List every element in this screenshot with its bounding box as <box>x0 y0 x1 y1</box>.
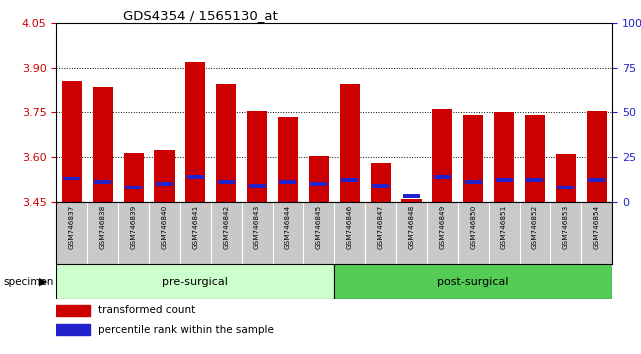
Text: GDS4354 / 1565130_at: GDS4354 / 1565130_at <box>123 9 278 22</box>
Bar <box>156 182 173 186</box>
Bar <box>494 113 514 202</box>
Text: GSM746839: GSM746839 <box>131 205 137 249</box>
Text: transformed count: transformed count <box>98 305 196 315</box>
Bar <box>587 111 607 202</box>
Bar <box>588 178 605 182</box>
Bar <box>372 184 389 188</box>
Bar <box>341 178 358 182</box>
Text: GSM746842: GSM746842 <box>223 205 229 249</box>
Bar <box>185 62 205 202</box>
Text: GSM746851: GSM746851 <box>501 205 507 249</box>
Bar <box>125 185 142 189</box>
Bar <box>218 180 235 184</box>
Text: post-surgical: post-surgical <box>437 277 509 287</box>
Bar <box>557 185 574 189</box>
Bar <box>187 175 204 179</box>
Text: GSM746846: GSM746846 <box>347 205 353 249</box>
Bar <box>278 117 298 202</box>
Bar <box>247 111 267 202</box>
Bar <box>154 150 174 202</box>
Bar <box>403 194 420 198</box>
Bar <box>432 109 453 202</box>
Bar <box>556 154 576 202</box>
Text: GSM746848: GSM746848 <box>408 205 415 249</box>
Text: GSM746849: GSM746849 <box>439 205 445 249</box>
Bar <box>495 178 513 182</box>
Bar <box>526 178 544 182</box>
Bar <box>63 177 80 181</box>
Bar <box>310 182 328 186</box>
Text: ▶: ▶ <box>39 277 48 287</box>
Bar <box>216 84 237 202</box>
Text: GSM746841: GSM746841 <box>192 205 198 249</box>
Text: GSM746854: GSM746854 <box>594 205 600 249</box>
Text: GSM746852: GSM746852 <box>532 205 538 249</box>
Text: GSM746840: GSM746840 <box>162 205 167 249</box>
Bar <box>370 163 390 202</box>
Bar <box>335 264 612 299</box>
Text: GSM746844: GSM746844 <box>285 205 291 249</box>
Bar <box>434 175 451 179</box>
Bar <box>279 180 297 184</box>
Bar <box>56 324 90 335</box>
Text: GSM746837: GSM746837 <box>69 205 75 249</box>
Text: percentile rank within the sample: percentile rank within the sample <box>98 325 274 335</box>
Text: GSM746853: GSM746853 <box>563 205 569 249</box>
Bar <box>94 180 112 184</box>
Bar <box>56 305 90 316</box>
Bar <box>309 156 329 202</box>
Text: GSM746845: GSM746845 <box>316 205 322 249</box>
Bar <box>249 184 265 188</box>
Text: GSM746838: GSM746838 <box>100 205 106 249</box>
Bar <box>340 84 360 202</box>
Text: GSM746850: GSM746850 <box>470 205 476 249</box>
Text: GSM746843: GSM746843 <box>254 205 260 249</box>
Bar <box>62 81 82 202</box>
Bar <box>56 264 335 299</box>
Bar <box>124 153 144 202</box>
Text: GSM746847: GSM746847 <box>378 205 383 249</box>
Bar <box>401 199 422 202</box>
Bar <box>465 180 482 184</box>
Bar <box>463 115 483 202</box>
Bar <box>93 87 113 202</box>
Text: specimen: specimen <box>3 277 54 287</box>
Bar <box>525 115 545 202</box>
Text: pre-surgical: pre-surgical <box>162 277 228 287</box>
